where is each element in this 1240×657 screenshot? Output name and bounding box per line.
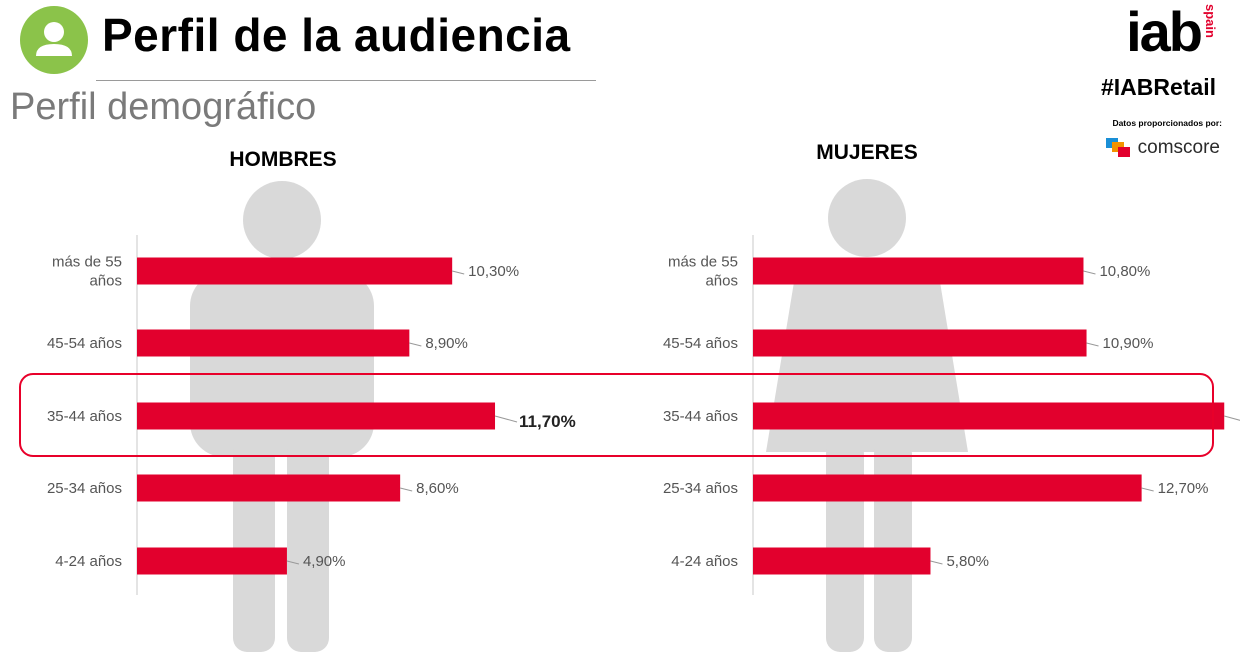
- value-label-mujeres-3: 12,70%: [1158, 480, 1209, 497]
- leader-line-mujeres-1: [1086, 342, 1099, 347]
- chart-mujeres: más de 55 años 10,80% 45-54 años 10,90% 35-44…: [663, 235, 1240, 595]
- category-label-hombres-3: 25-34 años: [47, 480, 122, 497]
- data-source-note: Datos proporcionados por:: [1112, 118, 1222, 128]
- chart-hombres: más de 55 años 10,30% 45-54 años 8,90% 35-44 …: [47, 235, 576, 595]
- bar-mujeres-1: [753, 329, 1087, 357]
- bar-hombres-3: [137, 474, 401, 502]
- value-label-mujeres-0: 10,80%: [1099, 263, 1150, 280]
- leader-line-hombres-0: [452, 270, 465, 275]
- leader-line-hombres-1: [409, 342, 422, 347]
- leader-line-mujeres-0: [1083, 270, 1096, 275]
- category-label-mujeres-4: 4-24 años: [671, 553, 738, 570]
- category-label-mujeres-0: más de 55 años: [668, 254, 738, 290]
- leader-line-hombres-2: [494, 415, 518, 423]
- logo-suffix: spain: [1203, 4, 1218, 38]
- page-title: Perfil de la audiencia: [102, 9, 571, 61]
- category-label-hombres-2: 35-44 años: [47, 408, 122, 425]
- leader-line-mujeres-4: [930, 560, 943, 565]
- bar-hombres-0: [137, 257, 453, 285]
- comscore-icon: [1105, 138, 1130, 157]
- bar-mujeres-4: [753, 547, 931, 575]
- category-label-hombres-1: 45-54 años: [47, 335, 122, 352]
- provider-name: comscore: [1137, 137, 1220, 158]
- value-label-hombres-2: 11,70%: [519, 412, 576, 431]
- leader-line-mujeres-3: [1141, 487, 1154, 492]
- iab-spain-logo: iab spain: [1126, 2, 1218, 62]
- leader-line-mujeres-2: [1224, 415, 1240, 421]
- category-label-mujeres-1: 45-54 años: [663, 335, 738, 352]
- logo-word: iab: [1126, 0, 1203, 63]
- bar-mujeres-2: [753, 402, 1225, 430]
- page-subtitle: Perfil demográfico: [10, 86, 317, 128]
- value-label-hombres-3: 8,60%: [416, 480, 459, 497]
- bar-mujeres-3: [753, 474, 1142, 502]
- value-label-mujeres-4: 5,80%: [946, 553, 989, 570]
- category-label-hombres-0: más de 55 años: [52, 254, 122, 290]
- bar-hombres-4: [137, 547, 287, 575]
- bar-hombres-2: [137, 402, 496, 430]
- category-label-hombres-4: 4-24 años: [55, 553, 122, 570]
- value-label-mujeres-1: 10,90%: [1103, 335, 1154, 352]
- value-label-hombres-0: 10,30%: [468, 263, 519, 280]
- value-label-hombres-4: 4,90%: [303, 553, 346, 570]
- bar-hombres-1: [137, 329, 410, 357]
- comscore-logo: comscore: [1105, 137, 1220, 159]
- leader-line-hombres-3: [400, 487, 413, 492]
- category-label-mujeres-3: 25-34 años: [663, 480, 738, 497]
- category-label-mujeres-2: 35-44 años: [663, 408, 738, 425]
- hashtag: #IABRetail: [1100, 74, 1216, 100]
- chart-title-mujeres: MUJERES: [816, 141, 918, 164]
- bar-mujeres-0: [753, 257, 1084, 285]
- audience-user-icon: [20, 6, 88, 74]
- leader-line-hombres-4: [286, 560, 300, 565]
- title-divider: [96, 80, 596, 81]
- chart-title-hombres: HOMBRES: [229, 148, 337, 171]
- highlight-35-44-box: [19, 373, 1214, 457]
- value-label-hombres-1: 8,90%: [425, 335, 468, 352]
